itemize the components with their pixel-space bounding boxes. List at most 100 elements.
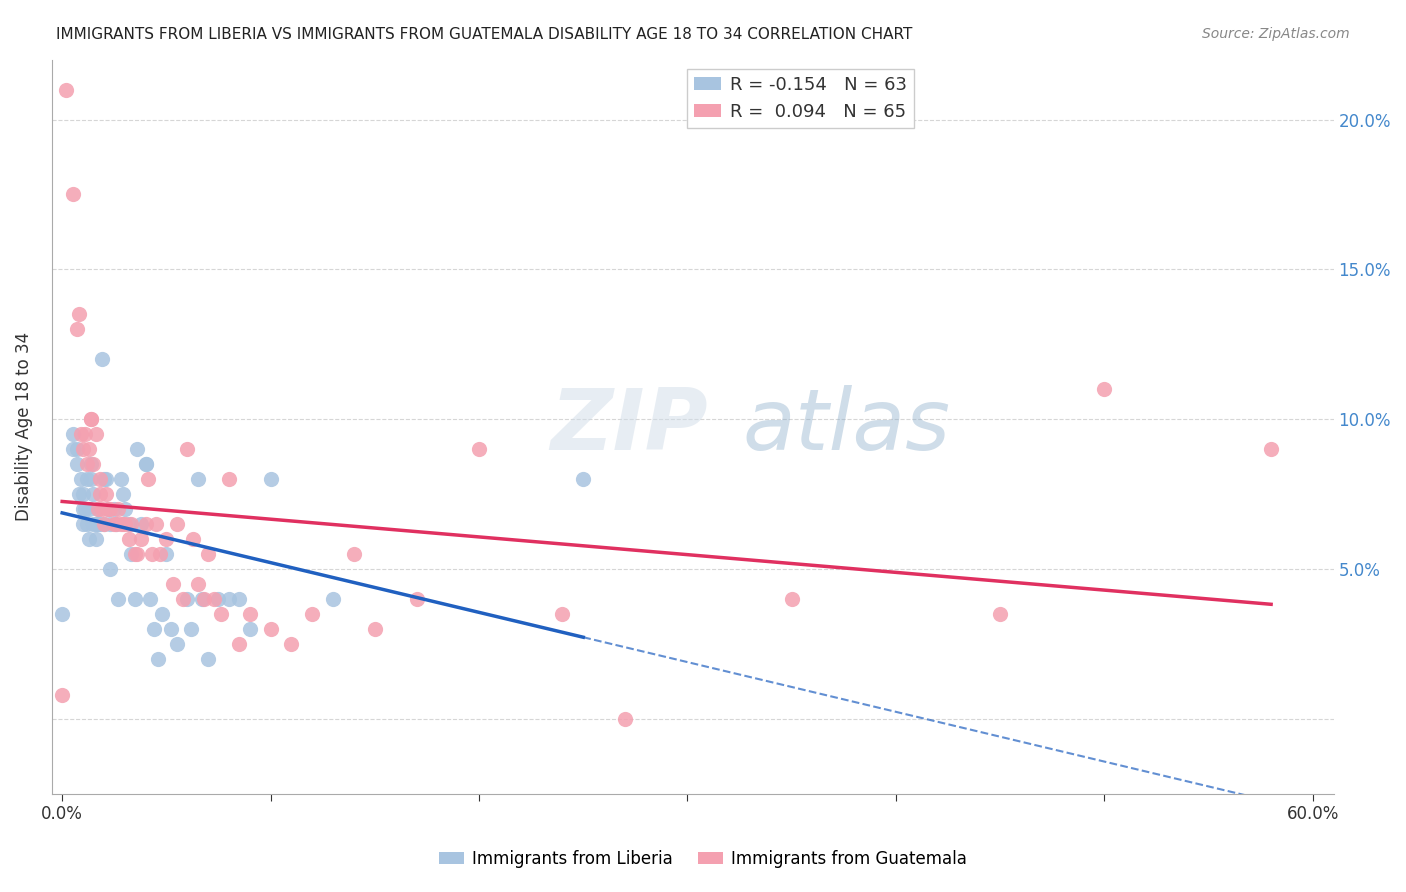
Point — [138, 591, 160, 606]
Point — [124, 547, 146, 561]
Point — [82, 487, 104, 501]
Point — [176, 442, 198, 456]
Point — [51, 688, 73, 702]
Point — [155, 532, 177, 546]
Point — [72, 442, 94, 456]
Point — [93, 472, 115, 486]
Point — [98, 516, 121, 531]
Point — [259, 622, 281, 636]
Point — [62, 187, 84, 202]
Point — [572, 472, 595, 486]
Text: atlas: atlas — [742, 385, 950, 468]
Point — [114, 502, 136, 516]
Point — [55, 82, 77, 96]
Y-axis label: Disability Age 18 to 34: Disability Age 18 to 34 — [15, 332, 32, 521]
Point — [111, 487, 134, 501]
Point — [120, 516, 142, 531]
Point — [90, 502, 112, 516]
Point — [111, 516, 134, 531]
Point — [72, 516, 94, 531]
Point — [988, 607, 1011, 621]
Point — [150, 607, 173, 621]
Point — [228, 637, 250, 651]
Point — [322, 591, 344, 606]
Point — [193, 591, 215, 606]
Point — [197, 652, 219, 666]
Point — [162, 577, 184, 591]
Point — [86, 516, 108, 531]
Point — [62, 442, 84, 456]
Point — [135, 516, 157, 531]
Point — [105, 516, 128, 531]
Point — [1092, 382, 1115, 396]
Point — [405, 591, 427, 606]
Point — [613, 712, 636, 726]
Point — [141, 547, 163, 561]
Point — [259, 472, 281, 486]
Point — [187, 472, 209, 486]
Point — [86, 502, 108, 516]
Point — [136, 472, 159, 486]
Point — [66, 442, 89, 456]
Legend: Immigrants from Liberia, Immigrants from Guatemala: Immigrants from Liberia, Immigrants from… — [432, 844, 974, 875]
Point — [80, 457, 103, 471]
Point — [89, 487, 111, 501]
Text: Source: ZipAtlas.com: Source: ZipAtlas.com — [1202, 27, 1350, 41]
Point — [135, 457, 157, 471]
Point — [70, 427, 93, 442]
Point — [94, 487, 117, 501]
Point — [110, 516, 132, 531]
Point — [118, 516, 141, 531]
Point — [93, 516, 115, 531]
Point — [118, 532, 141, 546]
Point — [202, 591, 225, 606]
Point — [145, 516, 167, 531]
Point — [159, 622, 181, 636]
Point — [103, 516, 125, 531]
Point — [97, 502, 120, 516]
Point — [67, 307, 90, 321]
Legend: R = -0.154   N = 63, R =  0.094   N = 65: R = -0.154 N = 63, R = 0.094 N = 65 — [688, 69, 914, 128]
Point — [107, 502, 129, 516]
Point — [82, 516, 104, 531]
Point — [551, 607, 574, 621]
Point — [76, 472, 98, 486]
Point — [131, 516, 153, 531]
Point — [155, 547, 177, 561]
Text: IMMIGRANTS FROM LIBERIA VS IMMIGRANTS FROM GUATEMALA DISABILITY AGE 18 TO 34 COR: IMMIGRANTS FROM LIBERIA VS IMMIGRANTS FR… — [56, 27, 912, 42]
Point — [107, 591, 129, 606]
Point — [239, 622, 262, 636]
Point — [75, 502, 97, 516]
Point — [80, 412, 103, 426]
Point — [131, 532, 153, 546]
Point — [77, 502, 100, 516]
Point — [364, 622, 387, 636]
Point — [218, 472, 240, 486]
Point — [120, 547, 142, 561]
Point — [86, 502, 108, 516]
Point — [75, 427, 97, 442]
Point — [127, 547, 149, 561]
Point — [72, 487, 94, 501]
Point — [82, 457, 104, 471]
Point — [172, 591, 194, 606]
Point — [183, 532, 205, 546]
Point — [218, 591, 240, 606]
Point — [70, 472, 93, 486]
Point — [187, 577, 209, 591]
Point — [166, 637, 188, 651]
Point — [301, 607, 323, 621]
Point — [77, 442, 100, 456]
Point — [67, 487, 90, 501]
Point — [98, 502, 121, 516]
Point — [76, 457, 98, 471]
Point — [780, 591, 803, 606]
Point — [114, 516, 136, 531]
Point — [149, 547, 172, 561]
Point — [103, 502, 125, 516]
Point — [51, 607, 73, 621]
Point — [197, 547, 219, 561]
Point — [84, 427, 107, 442]
Point — [468, 442, 491, 456]
Point — [280, 637, 302, 651]
